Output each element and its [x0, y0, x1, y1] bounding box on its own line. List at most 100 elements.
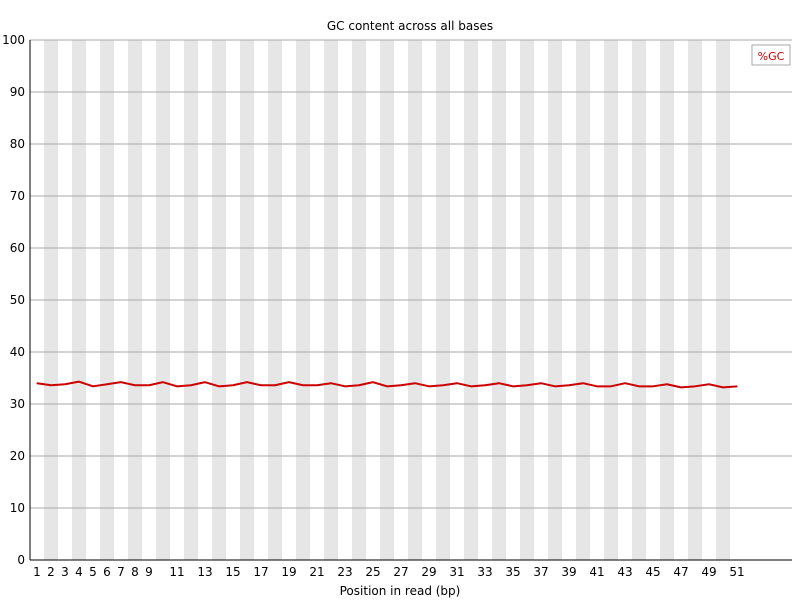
- x-tick-45: 45: [645, 565, 660, 579]
- x-tick-7: 7: [117, 565, 125, 579]
- data-point-1: [36, 382, 38, 384]
- data-point-11: [176, 385, 178, 387]
- data-point-23: [344, 385, 346, 387]
- y-tick-100: 100: [2, 33, 25, 47]
- x-tick-33: 33: [477, 565, 492, 579]
- data-point-47: [680, 386, 682, 388]
- x-axis-label: Position in read (bp): [340, 584, 461, 598]
- y-tick-10: 10: [10, 501, 25, 515]
- y-tick-0: 0: [17, 553, 25, 567]
- legend-box: [751, 44, 791, 66]
- x-tick-8: 8: [131, 565, 139, 579]
- x-tick-37: 37: [533, 565, 548, 579]
- data-point-51: [736, 385, 738, 387]
- data-point-45: [652, 385, 654, 387]
- data-point-22: [330, 382, 332, 384]
- x-tick-35: 35: [505, 565, 520, 579]
- data-point-15: [232, 384, 234, 386]
- data-point-37: [540, 382, 542, 384]
- x-tick-9: 9: [145, 565, 153, 579]
- data-point-14: [218, 385, 220, 387]
- chart-title: GC content across all bases: [327, 19, 493, 33]
- data-point-26: [386, 385, 388, 387]
- data-point-36: [526, 384, 528, 386]
- data-point-7: [120, 381, 122, 383]
- data-point-48: [694, 385, 696, 387]
- data-point-19: [288, 381, 290, 383]
- data-point-31: [456, 382, 458, 384]
- data-point-46: [666, 383, 668, 385]
- x-tick-labels: 1 2 3 4 5 6 7 8 9 11 13 15 17 19 21 23 25 27 29 31 33 35 37 39 4…: [33, 565, 744, 579]
- axes: [29, 40, 792, 561]
- legend: %GC: [751, 44, 791, 66]
- data-point-16: [246, 381, 248, 383]
- y-tick-40: 40: [10, 345, 25, 359]
- x-tick-4: 4: [75, 565, 83, 579]
- data-point-20: [302, 384, 304, 386]
- data-point-24: [358, 384, 360, 386]
- data-point-41: [596, 385, 598, 387]
- x-tick-41: 41: [589, 565, 604, 579]
- data-point-4: [78, 381, 80, 383]
- x-tick-15: 15: [225, 565, 240, 579]
- data-point-8: [134, 384, 136, 386]
- data-point-35: [512, 385, 514, 387]
- data-point-44: [638, 385, 640, 387]
- data-point-42: [610, 385, 612, 387]
- data-point-27: [400, 384, 402, 386]
- y-tick-60: 60: [10, 241, 25, 255]
- x-tick-21: 21: [309, 565, 324, 579]
- data-point-10: [162, 381, 164, 383]
- data-point-38: [554, 385, 556, 387]
- data-point-9: [148, 384, 150, 386]
- x-tick-31: 31: [449, 565, 464, 579]
- data-point-39: [568, 384, 570, 386]
- series-group: [36, 380, 738, 389]
- x-tick-49: 49: [701, 565, 716, 579]
- data-point-32: [470, 385, 472, 387]
- x-tick-2: 2: [47, 565, 55, 579]
- x-tick-43: 43: [617, 565, 632, 579]
- data-point-30: [442, 384, 444, 386]
- x-tick-29: 29: [421, 565, 436, 579]
- data-point-25: [372, 381, 374, 383]
- x-tick-3: 3: [61, 565, 69, 579]
- x-tick-11: 11: [169, 565, 184, 579]
- y-tick-80: 80: [10, 137, 25, 151]
- x-tick-13: 13: [197, 565, 212, 579]
- x-tick-6: 6: [103, 565, 111, 579]
- y-tick-30: 30: [10, 397, 25, 411]
- data-point-3: [64, 383, 66, 385]
- x-tick-47: 47: [673, 565, 688, 579]
- y-tick-90: 90: [10, 85, 25, 99]
- data-point-13: [204, 381, 206, 383]
- data-point-28: [414, 382, 416, 384]
- data-point-5: [92, 385, 94, 387]
- data-point-40: [582, 382, 584, 384]
- data-point-18: [274, 384, 276, 386]
- x-tick-1: 1: [33, 565, 41, 579]
- y-tick-labels: 0 10 20 30 40 50 60 70 80 90 100: [2, 33, 25, 567]
- data-point-17: [260, 384, 262, 386]
- x-tick-51: 51: [729, 565, 744, 579]
- data-point-12: [190, 384, 192, 386]
- legend-label: %GC: [758, 50, 785, 63]
- horizontal-gridlines: [30, 39, 792, 509]
- y-tick-70: 70: [10, 189, 25, 203]
- data-point-6: [106, 383, 108, 385]
- data-point-43: [624, 382, 626, 384]
- x-tick-5: 5: [89, 565, 97, 579]
- data-point-21: [316, 384, 318, 386]
- x-tick-27: 27: [393, 565, 408, 579]
- data-point-2: [50, 384, 52, 386]
- x-tick-17: 17: [253, 565, 268, 579]
- y-tick-50: 50: [10, 293, 25, 307]
- x-tick-39: 39: [561, 565, 576, 579]
- data-point-49: [708, 383, 710, 385]
- y-tick-20: 20: [10, 449, 25, 463]
- x-tick-25: 25: [365, 565, 380, 579]
- data-point-34: [498, 382, 500, 384]
- x-tick-19: 19: [281, 565, 296, 579]
